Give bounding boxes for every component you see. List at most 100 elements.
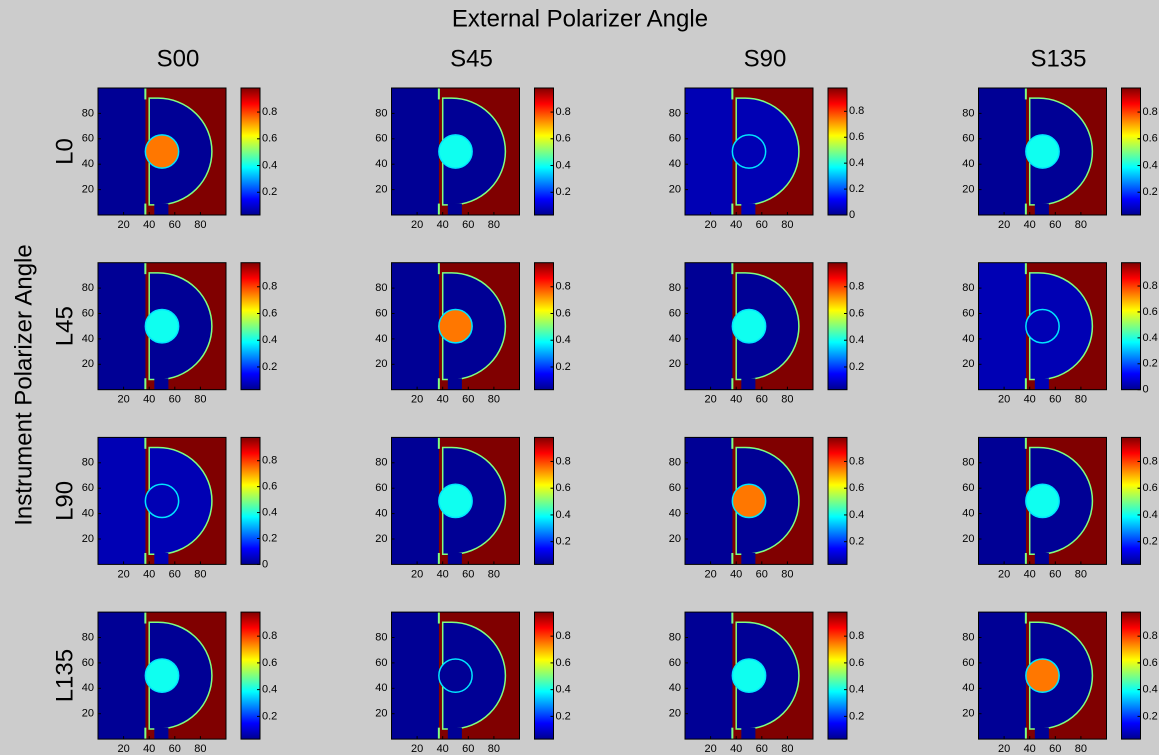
heatmap-inner-region [148,446,213,555]
plot-frame [391,611,520,740]
heatmap-gap [154,552,169,565]
x-tick-label: 40 [730,219,742,231]
column-title: S135 [1030,45,1086,72]
colorbar-tick-label: 0.4 [556,159,571,171]
x-tick-label: 40 [143,568,155,580]
colorbar-tick-label: 0.4 [849,509,864,521]
heatmap-left-region [391,88,439,215]
plot-frame [684,611,814,740]
colorbar-tick-label: 0.6 [849,657,864,669]
y-tick-label: 60 [669,657,681,669]
plot-frame [684,87,814,216]
colorbar-tick-label: 0.2 [556,186,571,198]
y-tick-label: 20 [375,184,387,196]
column-title: S90 [744,45,787,72]
colorbar-tick-label: 0.6 [1143,133,1158,145]
colorbar-tick-label: 0.2 [1143,186,1158,198]
colorbar-tick-label: 0.4 [849,334,864,346]
colorbar [1121,262,1141,391]
heatmap-disk [144,483,180,519]
y-tick-label: 80 [962,457,974,469]
heatmap-gap [1034,378,1049,390]
x-tick-label: 20 [117,219,129,231]
y-tick-label: 20 [82,358,94,370]
y-tick-label: 20 [82,533,94,545]
heatmap-gap [741,203,756,215]
y-tick-label: 20 [962,708,974,720]
x-tick-label: 80 [194,568,206,580]
heatmap-disk [438,308,473,344]
x-tick-label: 80 [194,743,206,755]
colorbar-tick-label: 0.4 [556,509,571,521]
colorbar [1121,87,1141,216]
y-tick-label: 20 [375,358,387,370]
y-tick-label: 60 [82,657,94,669]
y-tick-label: 60 [962,133,974,145]
colorbar-tick-label: 0.6 [262,133,277,145]
x-tick-label: 20 [411,219,423,231]
heatmap-inner-region [1028,272,1094,381]
y-tick-label: 40 [962,333,974,345]
x-tick-label: 20 [117,568,129,580]
heatmap-gap [1034,727,1049,740]
heatmap-gap [1034,203,1049,215]
heatmap-left-region [685,437,733,565]
heatmap-gap [154,203,169,215]
x-tick-label: 80 [488,219,500,231]
y-tick-label: 60 [375,657,387,669]
heatmap-disk [731,658,767,693]
colorbar [240,611,261,740]
x-tick-label: 60 [462,219,474,231]
colorbar-tick-label: 0.2 [262,186,277,198]
x-tick-label: 80 [1075,743,1087,755]
plot-frame [978,436,1107,565]
colorbar-tick-label: 0.4 [1143,509,1158,521]
y-tick-label: 80 [669,457,681,469]
y-tick-label: 40 [82,682,94,694]
colorbar-tick-label: 0.8 [1143,106,1158,118]
y-tick-label: 60 [82,482,94,494]
colorbar-tick-label: 0.4 [849,157,864,169]
heatmap-gap [447,552,462,565]
x-tick-label: 40 [437,743,449,755]
column-title: S45 [450,45,493,72]
heatmap-left-region [685,262,733,390]
heatmap-gap [154,378,169,390]
y-tick-label: 60 [375,133,387,145]
x-tick-label: 40 [730,394,742,406]
colorbar-tick-label: 0.2 [1143,710,1158,722]
x-tick-label: 60 [1049,219,1061,231]
plot-frame [97,87,227,216]
colorbar-tick-label: 0.8 [262,106,277,118]
heatmap-left-region [685,612,733,740]
x-tick-label: 80 [781,394,793,406]
colorbar-tick-label: 0.6 [849,307,864,319]
x-tick-label: 60 [462,743,474,755]
x-tick-label: 80 [194,219,206,231]
x-tick-label: 20 [998,743,1010,755]
colorbar-tick-label: 0.2 [849,710,864,722]
y-tick-label: 80 [375,631,387,643]
colorbar-tick-label: 0.6 [1143,482,1158,494]
colorbar-tick-label: 0.8 [556,630,571,642]
x-tick-label: 40 [437,394,449,406]
y-tick-label: 60 [962,657,974,669]
colorbar-tick-label: 0 [1143,384,1149,396]
y-tick-label: 80 [962,631,974,643]
colorbar-tick-label: 0.4 [262,334,277,346]
heatmap-inner-region [1028,621,1094,730]
y-tick-label: 80 [82,457,94,469]
colorbar [534,87,554,216]
colorbar-tick-label: 0.8 [262,281,277,293]
x-tick-label: 40 [730,743,742,755]
colorbar-tick-label: 0.6 [1143,306,1158,318]
colorbar [534,436,554,565]
x-tick-label: 80 [1075,394,1087,406]
y-tick-label: 80 [962,107,974,119]
colorbar-tick-label: 0.4 [556,334,571,346]
y-tick-label: 60 [375,307,387,319]
colorbar-tick-label: 0.6 [556,307,571,319]
x-tick-label: 80 [781,219,793,231]
x-tick-label: 40 [1024,219,1036,231]
plot-frame [391,262,520,391]
